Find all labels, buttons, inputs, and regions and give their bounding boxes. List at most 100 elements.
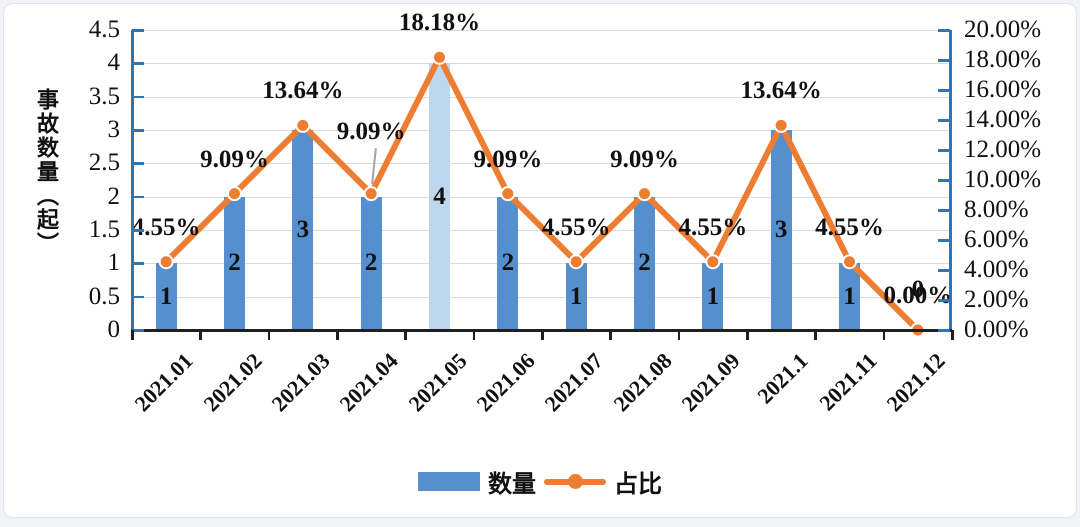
bar-value-label: 1 bbox=[706, 282, 720, 310]
bar-2021.1 bbox=[770, 130, 792, 330]
x-axis-tick bbox=[472, 330, 476, 340]
x-axis-tick bbox=[336, 330, 339, 340]
left-tick-label: 3 bbox=[107, 116, 121, 143]
bar-2021.06 bbox=[497, 196, 519, 330]
bar-value-label: 4 bbox=[433, 182, 446, 210]
x-axis-tick bbox=[677, 330, 681, 340]
bar-value-label: 2 bbox=[228, 249, 241, 277]
x-axis-tick bbox=[404, 330, 407, 340]
line-marker-2021.1 bbox=[773, 117, 789, 133]
bar-value-label: 1 bbox=[569, 282, 583, 310]
right-axis-tick bbox=[938, 89, 950, 92]
right-axis-tick bbox=[938, 239, 950, 242]
percent-label: 9.09% bbox=[610, 145, 679, 173]
gridline bbox=[132, 263, 952, 265]
line-marker-2021.08 bbox=[637, 186, 652, 202]
x-axis-tick bbox=[814, 330, 817, 340]
left-tick-label: 0.5 bbox=[88, 282, 120, 310]
percentage-line bbox=[163, 54, 921, 333]
left-axis-tick bbox=[132, 195, 144, 199]
percent-label: 4.55% bbox=[678, 213, 748, 241]
left-tick-label: 1 bbox=[107, 249, 121, 277]
line-marker-2021.04 bbox=[363, 186, 379, 202]
left-tick-label: 3.5 bbox=[88, 82, 120, 110]
bar-2021.11 bbox=[839, 263, 860, 330]
right-tick-label: 16.00% bbox=[964, 76, 1042, 103]
right-axis-tick bbox=[938, 29, 950, 32]
right-axis-tick bbox=[938, 119, 950, 122]
bar-2021.08 bbox=[634, 196, 655, 330]
left-axis-tick bbox=[132, 29, 144, 32]
right-tick-label: 18.00% bbox=[964, 46, 1042, 73]
percent-label: 13.64% bbox=[740, 77, 822, 105]
bar-2021.01 bbox=[155, 263, 177, 330]
bar-value-label: 1 bbox=[843, 282, 856, 310]
left-tick-label: 2 bbox=[107, 182, 121, 210]
x-axis-tick bbox=[609, 330, 612, 340]
right-axis-line bbox=[949, 30, 952, 331]
line-marker-2021.01 bbox=[158, 254, 174, 270]
x-axis-tick bbox=[882, 330, 886, 340]
line-marker-2021.07 bbox=[568, 254, 584, 270]
percent-label: 13.64% bbox=[262, 77, 344, 105]
left-axis-line bbox=[131, 30, 134, 331]
bar-value-label: 2 bbox=[501, 249, 515, 277]
x-axis-tick bbox=[746, 330, 749, 340]
line-marker-2021.06 bbox=[500, 186, 516, 202]
right-axis-tick bbox=[938, 329, 950, 332]
line-marker-2021.03 bbox=[295, 117, 311, 133]
left-axis-title: 事故数量（起） bbox=[34, 88, 59, 256]
bar-2021.05 bbox=[429, 63, 450, 330]
right-axis-tick bbox=[938, 269, 950, 272]
right-tick-label: 20.00% bbox=[964, 16, 1042, 43]
left-axis-tick bbox=[132, 262, 144, 265]
left-axis-tick bbox=[132, 62, 144, 65]
x-axis-tick bbox=[131, 330, 134, 340]
percent-label: 9.09% bbox=[200, 145, 269, 173]
percent-label: 4.55% bbox=[815, 213, 884, 241]
bar-value-label: 1 bbox=[159, 282, 173, 310]
gridline bbox=[132, 130, 952, 131]
legend-label-bars: 数量 bbox=[488, 472, 536, 498]
bar-value-label: 2 bbox=[638, 249, 651, 277]
plot-area: 1 2 3 2 4 2 1 2 1 3 1 0 4.55% 9.09% 13.64% 9.09% 18.18% 9… bbox=[132, 9, 952, 338]
right-tick-label: 0.00% bbox=[964, 316, 1029, 343]
right-axis-tick bbox=[938, 299, 950, 302]
x-axis-tick bbox=[199, 330, 202, 340]
right-tick-label: 8.00% bbox=[964, 196, 1029, 223]
left-tick-label: 1.5 bbox=[88, 216, 120, 243]
right-tick-label: 12.00% bbox=[964, 136, 1042, 163]
left-axis-tick bbox=[132, 95, 144, 99]
left-axis-tick bbox=[132, 129, 144, 132]
line-marker-2021.11 bbox=[842, 254, 857, 270]
gridline bbox=[132, 296, 952, 298]
gridline bbox=[132, 30, 952, 31]
percent-label: 4.55% bbox=[541, 213, 611, 241]
right-axis-tick bbox=[938, 149, 950, 152]
percent-label: 9.09% bbox=[473, 145, 543, 173]
x-axis-tick bbox=[541, 330, 544, 340]
legend-line-swatch-icon bbox=[544, 472, 606, 491]
line-marker-2021.02 bbox=[227, 186, 242, 202]
x-axis-tick bbox=[951, 330, 954, 340]
right-tick-label: 2.00% bbox=[964, 286, 1029, 313]
right-tick-label: 4.00% bbox=[964, 256, 1029, 283]
bar-value-label: 2 bbox=[364, 249, 378, 277]
left-tick-label: 4 bbox=[107, 49, 121, 77]
left-tick-label: 0 bbox=[107, 316, 121, 343]
bar-value-label: 3 bbox=[296, 216, 310, 243]
left-axis-tick bbox=[132, 229, 144, 232]
left-axis-tick bbox=[132, 329, 144, 332]
right-axis-tick bbox=[938, 179, 950, 182]
right-tick-label: 6.00% bbox=[964, 226, 1029, 253]
percent-label: 18.18% bbox=[398, 9, 481, 37]
left-axis-tick bbox=[132, 295, 144, 299]
right-tick-label: 10.00% bbox=[964, 166, 1042, 193]
bar-value-label: 3 bbox=[774, 216, 788, 243]
legend-bar-swatch-icon bbox=[418, 472, 480, 491]
chart-panel bbox=[3, 3, 1077, 518]
bar-2021.03 bbox=[292, 130, 314, 330]
x-axis-tick bbox=[267, 330, 271, 340]
